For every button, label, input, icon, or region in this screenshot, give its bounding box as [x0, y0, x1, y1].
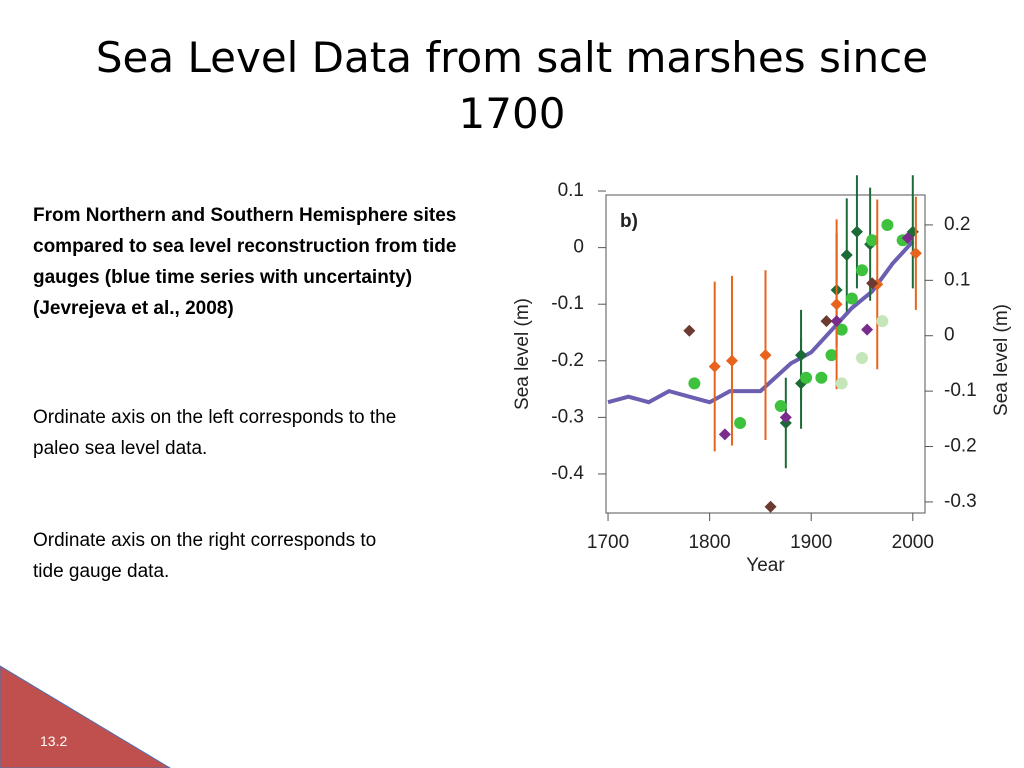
data-point	[830, 315, 843, 328]
description: From Northern and Southern Hemisphere si…	[33, 205, 457, 319]
note: Ordinate axis on the right corresponds t…	[33, 530, 377, 582]
data-point	[815, 371, 828, 384]
data-point	[774, 400, 787, 413]
y-tick-label: -0.1	[551, 293, 584, 314]
data-point	[779, 411, 792, 424]
x-tick-label: 1900	[790, 532, 832, 553]
panel-label: b)	[620, 211, 638, 232]
data-point	[876, 315, 889, 328]
data-point	[825, 349, 838, 362]
slide-title: Sea Level Data from salt marshes since 1…	[95, 33, 929, 138]
x-tick-label: 1800	[688, 532, 730, 553]
data-point	[861, 323, 874, 336]
y2-tick-label: 0.2	[944, 214, 970, 235]
data-point	[734, 417, 747, 430]
data-point	[866, 277, 879, 290]
data-point	[881, 218, 894, 231]
data-point	[688, 377, 701, 390]
plot-frame	[605, 194, 926, 514]
tide-gauge-line	[607, 240, 915, 405]
y2-tick-label: -0.3	[944, 491, 977, 512]
data-point	[830, 298, 843, 311]
data-point	[840, 248, 853, 261]
data-point	[683, 324, 696, 337]
note: Ordinate axis on the left corresponds to…	[33, 407, 397, 459]
y-tick-label: 0	[573, 237, 584, 258]
y-tick-label: -0.3	[551, 406, 584, 427]
data-point	[909, 247, 922, 260]
corner-shape	[0, 665, 171, 768]
y2-tick-label: -0.1	[944, 380, 977, 401]
y-axis-label: Sea level (m)	[512, 298, 533, 410]
y2-tick-label: 0.1	[944, 269, 970, 290]
y-tick-label: -0.4	[551, 463, 584, 484]
data-point	[759, 349, 772, 362]
data-point	[725, 354, 738, 367]
data-point	[850, 225, 863, 238]
slide-number: 13.2	[40, 733, 68, 749]
y2-axis-label: Sea level (m)	[991, 304, 1012, 416]
data-point	[901, 232, 914, 245]
x-axis-label: Year	[746, 555, 785, 576]
data-point	[708, 360, 721, 373]
data-point	[835, 323, 848, 336]
x-tick-label: 2000	[892, 532, 934, 553]
data-point	[764, 500, 777, 513]
data-point	[856, 351, 869, 364]
data-point	[800, 371, 813, 384]
y2-tick-label: -0.2	[944, 436, 977, 457]
data-point	[845, 292, 858, 305]
data-point	[856, 264, 869, 277]
data-point	[835, 377, 848, 390]
data-point	[866, 234, 879, 247]
x-tick-label: 1700	[587, 532, 629, 553]
data-point	[820, 315, 833, 328]
data-point	[718, 428, 731, 441]
y-tick-label: 0.1	[558, 180, 584, 201]
y-tick-label: -0.2	[551, 350, 584, 371]
y2-tick-label: 0	[944, 325, 955, 346]
chart: -0.4 -0.3 -0.2 -0.1 0 0.1 -0.3 -0.2 -0.1 0 0.1 0.2 1…	[512, 175, 1012, 576]
